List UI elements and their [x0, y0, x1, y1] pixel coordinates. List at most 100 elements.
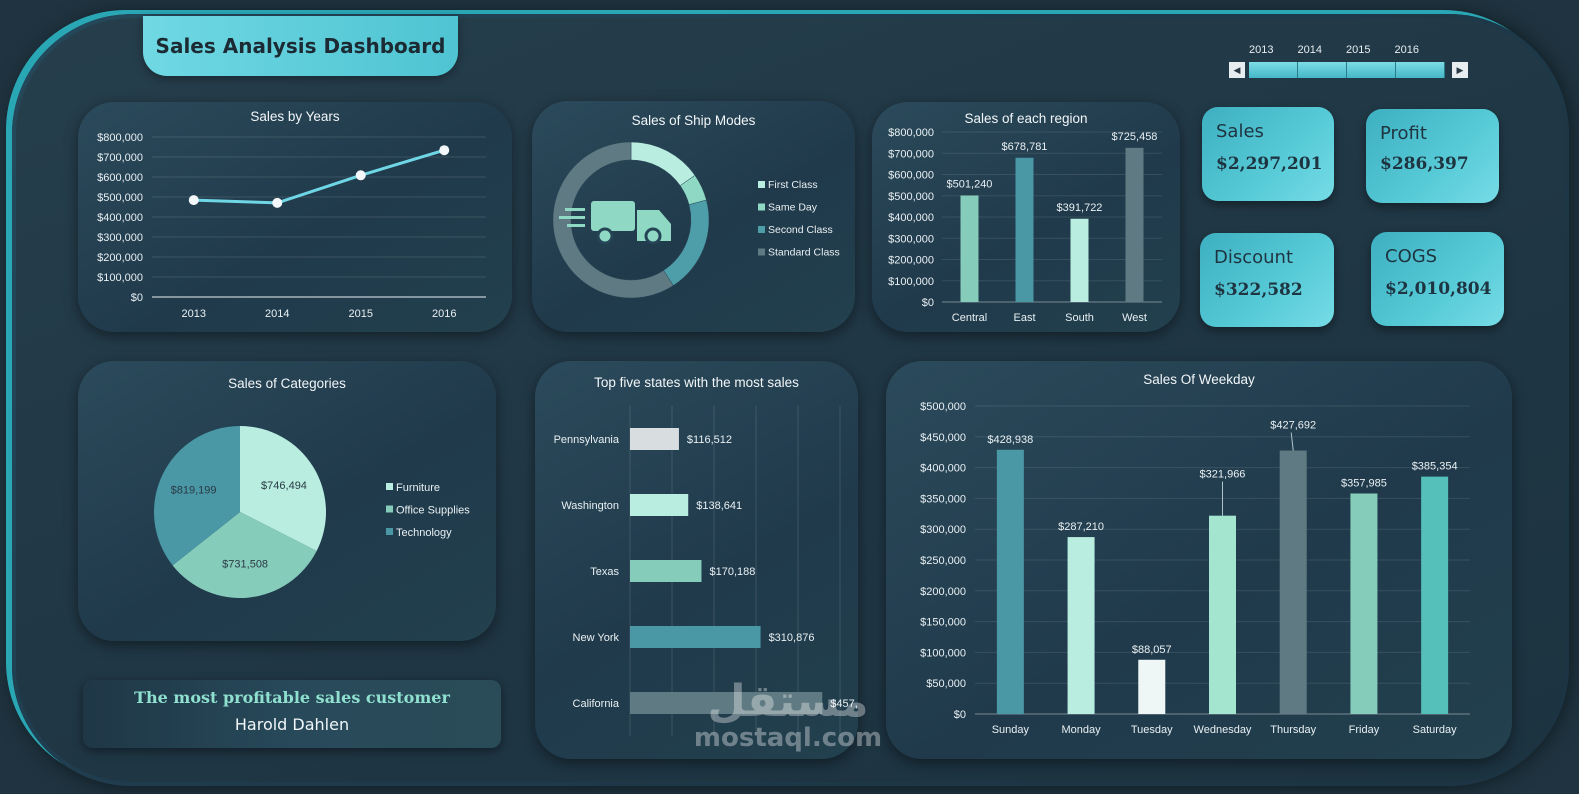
leader-line — [1290, 432, 1294, 451]
y-tick-label: $50,000 — [926, 678, 966, 690]
y-tick-label: $500,000 — [97, 192, 143, 204]
y-tick-label: $200,000 — [920, 586, 966, 598]
truck-icon — [559, 201, 671, 245]
chart-title: Sales Of Weekday — [1143, 372, 1255, 387]
data-label: $138,641 — [696, 500, 742, 512]
data-label: $88,057 — [1132, 644, 1172, 656]
chart-title: Sales by Years — [250, 109, 340, 124]
kpi-value: $322,582 — [1214, 280, 1303, 300]
top-customer-name: Harold Dahlen — [234, 715, 350, 734]
y-tick-label: $0 — [954, 709, 966, 721]
data-point — [188, 195, 199, 206]
x-tick-label: West — [1122, 312, 1147, 324]
x-tick-label: Tuesday — [1131, 724, 1173, 736]
data-label: $501,240 — [947, 178, 993, 190]
slicer-left-arrow-icon[interactable]: ◀ — [1229, 62, 1245, 78]
y-tick-label: Washington — [561, 500, 619, 512]
pie-slice — [172, 512, 317, 598]
slicer-segment-2014[interactable] — [1298, 62, 1347, 78]
y-tick-label: $150,000 — [920, 617, 966, 629]
y-tick-label: $100,000 — [888, 276, 934, 288]
y-tick-label: $600,000 — [97, 172, 143, 184]
bar — [1015, 157, 1034, 302]
y-tick-label: $400,000 — [920, 463, 966, 475]
sales-by-years-chart: $0 $100,000 $200,000 $300,000 $400,000 $500,0… — [97, 132, 486, 320]
x-tick-label: 2013 — [182, 308, 206, 320]
y-tick-label: $300,000 — [888, 233, 934, 245]
slicer-right-arrow-icon[interactable]: ▶ — [1452, 62, 1468, 78]
legend-swatch — [386, 483, 393, 490]
y-tick-label: $400,000 — [888, 212, 934, 224]
y-tick-label: $700,000 — [888, 148, 934, 160]
x-tick-label: East — [1013, 312, 1035, 324]
bar — [630, 560, 702, 582]
data-label: $457,688 — [830, 698, 858, 710]
y-tick-label: $200,000 — [888, 255, 934, 267]
ship-modes-card: Sales of Ship Modes First Class Same Day S… — [532, 101, 855, 332]
data-label: $731,508 — [222, 558, 268, 570]
y-tick-label: $0 — [131, 292, 143, 304]
data-label: $725,458 — [1112, 131, 1158, 143]
kpi-cogs-card: COGS $2,010,804 — [1371, 232, 1504, 326]
slicer-year-label: 2015 — [1346, 44, 1371, 56]
y-tick-label: $350,000 — [920, 493, 966, 505]
data-label: $170,188 — [709, 566, 755, 578]
y-tick-label: $450,000 — [920, 432, 966, 444]
slicer-timeline-bar[interactable] — [1249, 62, 1445, 78]
x-tick-label: Monday — [1062, 724, 1102, 736]
data-label: $116,512 — [687, 434, 732, 446]
bar — [1350, 493, 1378, 714]
x-tick-label: 2014 — [265, 308, 289, 320]
top-states-chart: $116,512 Pennsylvania $138,641 Washington $1… — [554, 406, 858, 736]
bar — [1138, 659, 1166, 714]
slicer-segment-2016[interactable] — [1396, 62, 1445, 78]
legend-swatch — [758, 226, 765, 233]
y-tick-label: Pennsylvania — [554, 434, 620, 446]
bar — [1279, 450, 1307, 714]
data-label: $287,210 — [1058, 521, 1104, 533]
chart-title: Top five states with the most sales — [594, 375, 799, 390]
bar — [1125, 147, 1144, 302]
y-tick-label: $300,000 — [97, 232, 143, 244]
chart-title: Sales of Categories — [228, 376, 346, 391]
slicer-segment-2013[interactable] — [1249, 62, 1298, 78]
y-tick-label: $800,000 — [888, 127, 934, 139]
pie-slice — [240, 426, 326, 552]
legend-label: Same Day — [768, 202, 818, 214]
data-label: $321,966 — [1200, 469, 1246, 481]
donut-slice — [552, 141, 674, 299]
data-label: $391,722 — [1057, 202, 1103, 214]
slicer-year-label: 2014 — [1297, 44, 1322, 56]
categories-chart: $746,494 $731,508 $819,199 Furniture Office … — [154, 426, 470, 598]
legend-swatch — [758, 203, 765, 211]
legend-label: Technology — [396, 527, 452, 539]
kpi-label: Sales — [1216, 121, 1264, 142]
data-label: $310,876 — [769, 632, 815, 644]
x-tick-label: Friday — [1349, 724, 1380, 736]
y-tick-label: $400,000 — [97, 212, 143, 224]
chart-title: Sales of Ship Modes — [631, 113, 756, 128]
y-tick-label: $500,000 — [888, 191, 934, 203]
y-tick-label: $100,000 — [920, 647, 966, 659]
x-tick-label: South — [1065, 312, 1094, 324]
chart-title: Sales of each region — [964, 111, 1088, 126]
bar — [630, 692, 823, 714]
slicer-segment-2015[interactable] — [1347, 62, 1396, 78]
bar — [960, 195, 979, 302]
kpi-label: Profit — [1380, 123, 1427, 144]
slicer-year-label: 2016 — [1394, 44, 1419, 56]
bar — [630, 494, 689, 516]
bar — [1421, 476, 1449, 714]
weekday-card: Sales Of Weekday $0 $50,000 $100,000 $150,0… — [886, 361, 1512, 759]
x-tick-label: Sunday — [992, 724, 1030, 736]
top-states-card: Top five states with the most sales $116… — [535, 361, 858, 759]
legend-swatch — [386, 505, 393, 513]
kpi-sales-card: Sales $2,297,201 — [1202, 107, 1334, 201]
data-label: $427,692 — [1270, 420, 1316, 432]
x-tick-label: 2016 — [432, 308, 456, 320]
y-tick-label: $200,000 — [97, 252, 143, 264]
data-point — [272, 197, 283, 208]
year-slicer[interactable]: 2013 2014 2015 2016 ◀ ▶ — [1227, 42, 1468, 82]
page-title: Sales Analysis Dashboard — [155, 34, 446, 58]
kpi-label: Discount — [1214, 247, 1294, 268]
